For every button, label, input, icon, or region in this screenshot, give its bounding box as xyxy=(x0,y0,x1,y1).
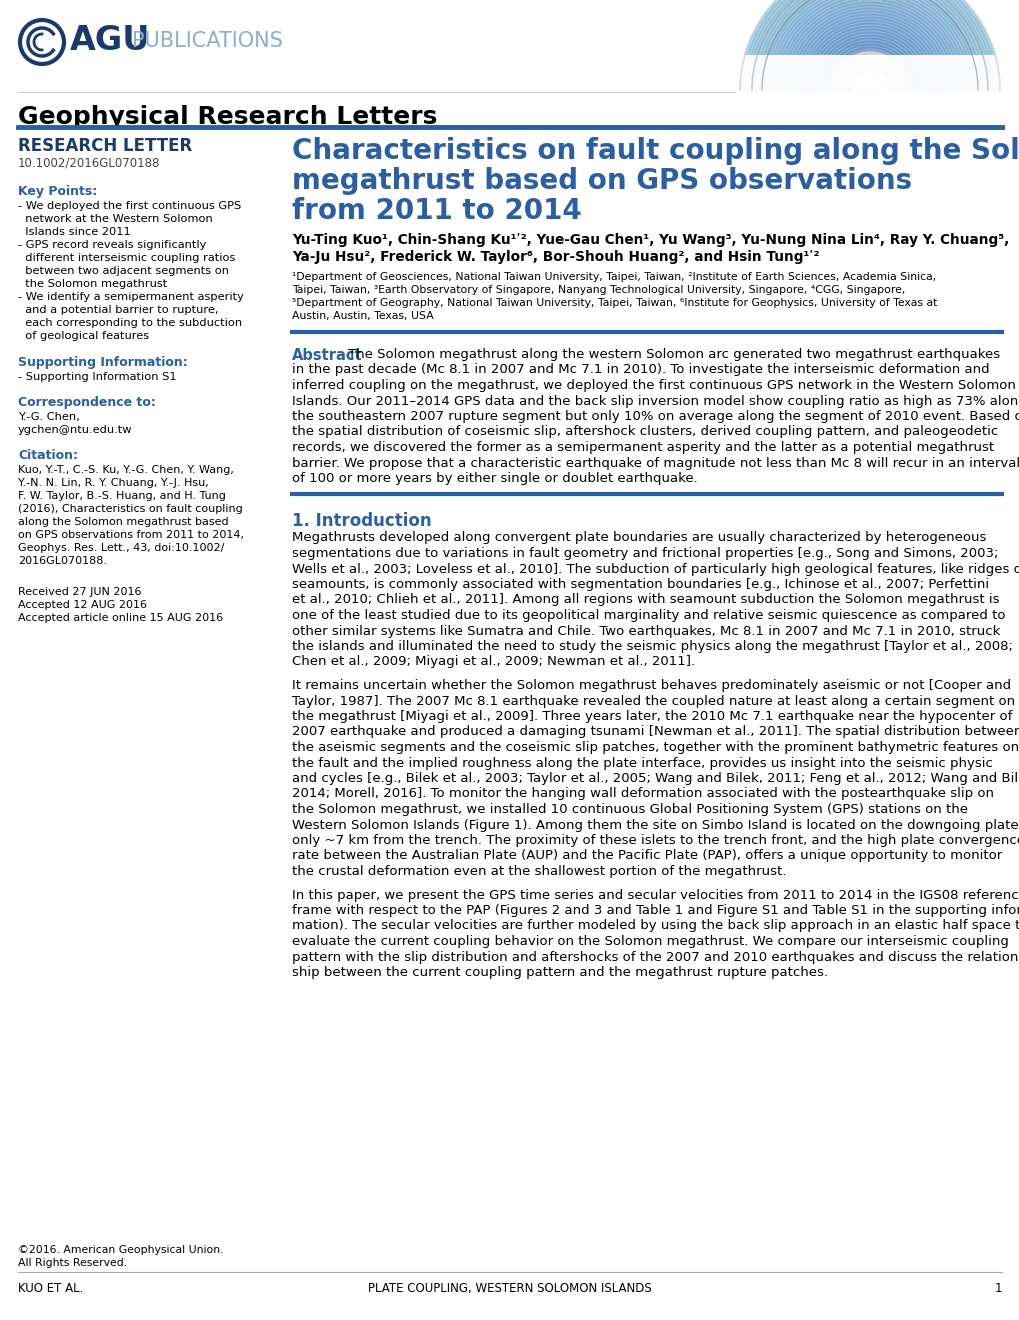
Text: RESEARCH LETTER: RESEARCH LETTER xyxy=(18,137,192,154)
Text: - GPS record reveals significantly: - GPS record reveals significantly xyxy=(18,240,206,249)
Text: Yu-Ting Kuo¹, Chin-Shang Ku¹ʹ², Yue-Gau Chen¹, Yu Wang³, Yu-Nung Nina Lin⁴, Ray : Yu-Ting Kuo¹, Chin-Shang Ku¹ʹ², Yue-Gau … xyxy=(291,234,1008,247)
Text: Key Points:: Key Points: xyxy=(18,185,97,198)
Text: the fault and the implied roughness along the plate interface, provides us insig: the fault and the implied roughness alon… xyxy=(291,756,991,770)
Text: inferred coupling on the megathrust, we deployed the first continuous GPS networ: inferred coupling on the megathrust, we … xyxy=(291,379,1015,392)
Text: Y.-G. Chen,: Y.-G. Chen, xyxy=(18,412,79,422)
Bar xyxy=(0,0,1019,90)
Text: rate between the Australian Plate (AUP) and the Pacific Plate (PAP), offers a un: rate between the Australian Plate (AUP) … xyxy=(291,850,1002,862)
Text: between two adjacent segments on: between two adjacent segments on xyxy=(18,267,229,276)
Text: Correspondence to:: Correspondence to: xyxy=(18,396,156,409)
Text: Ya-Ju Hsu², Frederick W. Taylor⁶, Bor-Shouh Huang², and Hsin Tung¹ʹ²: Ya-Ju Hsu², Frederick W. Taylor⁶, Bor-Sh… xyxy=(291,249,818,264)
Text: et al., 2010; Chlieh et al., 2011]. Among all regions with seamount subduction t: et al., 2010; Chlieh et al., 2011]. Amon… xyxy=(291,594,999,606)
Text: Austin, Austin, Texas, USA: Austin, Austin, Texas, USA xyxy=(291,312,433,321)
Text: pattern with the slip distribution and aftershocks of the 2007 and 2010 earthqua: pattern with the slip distribution and a… xyxy=(291,950,1019,964)
Text: Received 27 JUN 2016: Received 27 JUN 2016 xyxy=(18,587,142,597)
Text: All Rights Reserved.: All Rights Reserved. xyxy=(18,1258,127,1269)
Text: one of the least studied due to its geopolitical marginality and relative seismi: one of the least studied due to its geop… xyxy=(291,609,1005,622)
Text: Geophysical Research Letters: Geophysical Research Letters xyxy=(18,106,437,129)
Text: Taylor, 1987]. The 2007 Mᴄ 8.1 earthquake revealed the coupled nature at least a: Taylor, 1987]. The 2007 Mᴄ 8.1 earthquak… xyxy=(291,694,1014,708)
Text: mation). The secular velocities are further modeled by using the back slip appro: mation). The secular velocities are furt… xyxy=(291,920,1019,932)
Text: the aseismic segments and the coseismic slip patches, together with the prominen: the aseismic segments and the coseismic … xyxy=(291,741,1018,754)
Text: - We deployed the first continuous GPS: - We deployed the first continuous GPS xyxy=(18,201,242,211)
Text: PLATE COUPLING, WESTERN SOLOMON ISLANDS: PLATE COUPLING, WESTERN SOLOMON ISLANDS xyxy=(368,1282,651,1295)
Text: ship between the current coupling pattern and the megathrust rupture patches.: ship between the current coupling patter… xyxy=(291,966,827,979)
Text: the megathrust [Miyagi et al., 2009]. Three years later, the 2010 Mᴄ 7.1 earthqu: the megathrust [Miyagi et al., 2009]. Th… xyxy=(291,710,1012,723)
Text: Western Solomon Islands (Figure 1). Among them the site on Simbo Island is locat: Western Solomon Islands (Figure 1). Amon… xyxy=(291,818,1018,832)
Text: Islands since 2011: Islands since 2011 xyxy=(18,227,130,238)
Text: In this paper, we present the GPS time series and secular velocities from 2011 t: In this paper, we present the GPS time s… xyxy=(291,888,1019,902)
Text: It remains uncertain whether the Solomon megathrust behaves predominately aseism: It remains uncertain whether the Solomon… xyxy=(291,678,1010,692)
Text: ©2016. American Geophysical Union.: ©2016. American Geophysical Union. xyxy=(18,1245,223,1255)
Text: barrier. We propose that a characteristic earthquake of magnitude not less than : barrier. We propose that a characteristi… xyxy=(291,457,1019,470)
Text: ⁵Department of Geography, National Taiwan University, Taipei, Taiwan, ⁶Institute: ⁵Department of Geography, National Taiwa… xyxy=(291,298,936,308)
Text: 1. Introduction: 1. Introduction xyxy=(291,511,431,529)
Text: 2014; Morell, 2016]. To monitor the hanging wall deformation associated with the: 2014; Morell, 2016]. To monitor the hang… xyxy=(291,788,994,800)
Text: Chen et al., 2009; Miyagi et al., 2009; Newman et al., 2011].: Chen et al., 2009; Miyagi et al., 2009; … xyxy=(291,656,694,668)
Text: of geological features: of geological features xyxy=(18,331,149,341)
Text: the islands and illuminated the need to study the seismic physics along the mega: the islands and illuminated the need to … xyxy=(291,640,1012,653)
Text: 2007 earthquake and produced a damaging tsunami [Newman et al., 2011]. The spati: 2007 earthquake and produced a damaging … xyxy=(291,726,1019,738)
Text: 1: 1 xyxy=(994,1282,1001,1295)
Text: The Solomon megathrust along the western Solomon arc generated two megathrust ea: The Solomon megathrust along the western… xyxy=(347,348,1000,360)
Text: Taipei, Taiwan, ³Earth Observatory of Singapore, Nanyang Technological Universit: Taipei, Taiwan, ³Earth Observatory of Si… xyxy=(291,285,905,294)
Text: Accepted 12 AUG 2016: Accepted 12 AUG 2016 xyxy=(18,601,147,610)
Text: the southeastern 2007 rupture segment but only 10% on average along the segment : the southeastern 2007 rupture segment bu… xyxy=(291,411,1019,422)
Text: the Solomon megathrust, we installed 10 continuous Global Positioning System (GP: the Solomon megathrust, we installed 10 … xyxy=(291,803,967,816)
Text: seamounts, is commonly associated with segmentation boundaries [e.g., Ichinose e: seamounts, is commonly associated with s… xyxy=(291,578,988,591)
Text: along the Solomon megathrust based: along the Solomon megathrust based xyxy=(18,517,228,527)
Text: ¹Department of Geosciences, National Taiwan University, Taipei, Taiwan, ²Institu: ¹Department of Geosciences, National Tai… xyxy=(291,272,935,282)
Text: Accepted article online 15 AUG 2016: Accepted article online 15 AUG 2016 xyxy=(18,612,223,623)
Text: Y.-N. N. Lin, R. Y. Chuang, Y.-J. Hsu,: Y.-N. N. Lin, R. Y. Chuang, Y.-J. Hsu, xyxy=(18,478,209,488)
Text: Wells et al., 2003; Loveless et al., 2010]. The subduction of particularly high : Wells et al., 2003; Loveless et al., 201… xyxy=(291,562,1019,576)
Text: frame with respect to the PAP (Figures 2 and 3 and Table 1 and Figure S1 and Tab: frame with respect to the PAP (Figures 2… xyxy=(291,904,1019,917)
Text: ygchen@ntu.edu.tw: ygchen@ntu.edu.tw xyxy=(18,425,132,436)
Text: Supporting Information:: Supporting Information: xyxy=(18,356,187,370)
Text: PUBLICATIONS: PUBLICATIONS xyxy=(131,30,282,51)
Text: segmentations due to variations in fault geometry and frictional properties [e.g: segmentations due to variations in fault… xyxy=(291,546,998,560)
Text: on GPS observations from 2011 to 2014,: on GPS observations from 2011 to 2014, xyxy=(18,531,244,540)
Text: Kuo, Y.-T., C.-S. Ku, Y.-G. Chen, Y. Wang,: Kuo, Y.-T., C.-S. Ku, Y.-G. Chen, Y. Wan… xyxy=(18,465,233,475)
Text: megathrust based on GPS observations: megathrust based on GPS observations xyxy=(291,168,911,195)
Text: the spatial distribution of coseismic slip, aftershock clusters, derived couplin: the spatial distribution of coseismic sl… xyxy=(291,425,998,438)
Text: each corresponding to the subduction: each corresponding to the subduction xyxy=(18,318,242,327)
Text: Abstract: Abstract xyxy=(291,348,363,363)
Text: the Solomon megathrust: the Solomon megathrust xyxy=(18,279,167,289)
Text: AGU: AGU xyxy=(70,25,151,58)
Text: evaluate the current coupling behavior on the Solomon megathrust. We compare our: evaluate the current coupling behavior o… xyxy=(291,935,1008,948)
Text: from 2011 to 2014: from 2011 to 2014 xyxy=(291,197,581,224)
Text: F. W. Taylor, B.-S. Huang, and H. Tung: F. W. Taylor, B.-S. Huang, and H. Tung xyxy=(18,491,225,502)
Text: records, we discovered the former as a semipermanent asperity and the latter as : records, we discovered the former as a s… xyxy=(291,441,994,454)
Text: Geophys. Res. Lett., 43, doi:10.1002/: Geophys. Res. Lett., 43, doi:10.1002/ xyxy=(18,543,224,553)
Text: Megathrusts developed along convergent plate boundaries are usually characterize: Megathrusts developed along convergent p… xyxy=(291,532,985,544)
Text: different interseismic coupling ratios: different interseismic coupling ratios xyxy=(18,253,235,263)
Text: Citation:: Citation: xyxy=(18,449,77,462)
Text: the crustal deformation even at the shallowest portion of the megathrust.: the crustal deformation even at the shal… xyxy=(291,865,786,878)
Text: (2016), Characteristics on fault coupling: (2016), Characteristics on fault couplin… xyxy=(18,504,243,513)
Text: and cycles [e.g., Bilek et al., 2003; Taylor et al., 2005; Wang and Bilek, 2011;: and cycles [e.g., Bilek et al., 2003; Ta… xyxy=(291,772,1019,785)
Text: of 100 or more years by either single or doublet earthquake.: of 100 or more years by either single or… xyxy=(291,473,697,484)
Text: - Supporting Information S1: - Supporting Information S1 xyxy=(18,372,176,381)
Text: KUO ET AL.: KUO ET AL. xyxy=(18,1282,84,1295)
Text: Islands. Our 2011–2014 GPS data and the back slip inversion model show coupling : Islands. Our 2011–2014 GPS data and the … xyxy=(291,395,1019,408)
Text: only ~7 km from the trench. The proximity of these islets to the trench front, a: only ~7 km from the trench. The proximit… xyxy=(291,834,1019,847)
Text: - We identify a semipermanent asperity: - We identify a semipermanent asperity xyxy=(18,292,244,302)
Text: in the past decade (Mᴄ 8.1 in 2007 and Mᴄ 7.1 in 2010). To investigate the inter: in the past decade (Mᴄ 8.1 in 2007 and M… xyxy=(291,363,988,376)
Text: network at the Western Solomon: network at the Western Solomon xyxy=(18,214,213,224)
Bar xyxy=(735,55,1004,95)
Text: other similar systems like Sumatra and Chile. Two earthquakes, Mᴄ 8.1 in 2007 an: other similar systems like Sumatra and C… xyxy=(291,624,1000,638)
Text: 2016GL070188.: 2016GL070188. xyxy=(18,556,107,566)
Text: and a potential barrier to rupture,: and a potential barrier to rupture, xyxy=(18,305,218,315)
Text: 10.1002/2016GL070188: 10.1002/2016GL070188 xyxy=(18,157,160,170)
Text: Characteristics on fault coupling along the Solomon: Characteristics on fault coupling along … xyxy=(291,137,1019,165)
